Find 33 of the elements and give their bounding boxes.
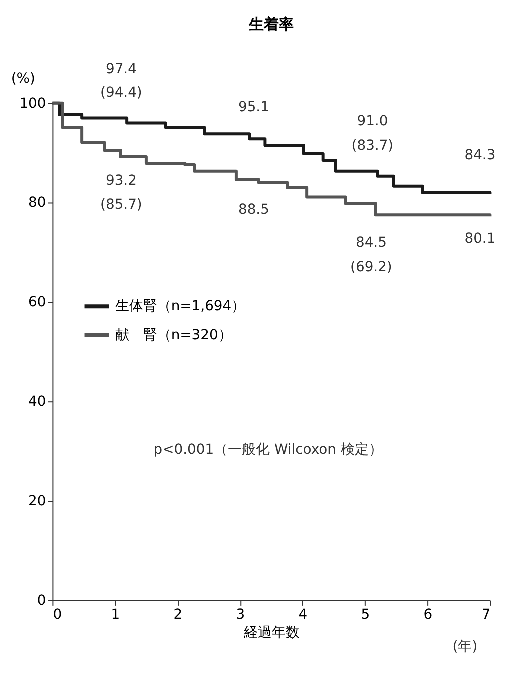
annotation: 93.2 — [106, 172, 137, 189]
chart-title: 生着率 — [248, 16, 294, 34]
x-tick-label: 1 — [111, 606, 120, 623]
y-tick-label: 0 — [37, 592, 46, 609]
annotation: p<0.001（一般化 Wilcoxon 検定） — [154, 442, 383, 458]
legend-label: 生体腎（n=1,694） — [115, 298, 246, 315]
x-tick-label: 5 — [361, 606, 370, 623]
annotation: (69.2) — [350, 259, 392, 276]
annotation: (83.7) — [352, 138, 394, 154]
text: 97.4 — [106, 61, 138, 78]
text: (94.4) — [100, 84, 142, 101]
x-tick-label: 2 — [174, 606, 183, 623]
annotation: 91.0 — [357, 114, 388, 130]
legend-label: 献 腎（n=320） — [115, 327, 232, 344]
annotation: (85.7) — [100, 197, 142, 214]
x-tick-label: 0 — [53, 606, 62, 623]
annotation: 84.5 — [356, 234, 387, 251]
annotation: 80.1 — [464, 231, 496, 248]
annotation: 95.1 — [238, 99, 270, 116]
annotation: 88.5 — [238, 202, 270, 218]
y-axis-title: (%) — [11, 70, 36, 87]
y-tick-label: 80 — [28, 195, 46, 212]
x-tick-label: 3 — [236, 606, 246, 623]
y-tick-label: 20 — [28, 494, 46, 510]
text: (年) — [452, 639, 478, 656]
x-tick-label: 4 — [298, 606, 308, 623]
x-axis-title: 経過年数 — [242, 624, 300, 641]
y-tick-label: 100 — [20, 96, 46, 112]
x-tick-label: 7 — [482, 606, 491, 623]
x-tick-label: 6 — [424, 606, 433, 623]
y-tick-label: 60 — [28, 294, 46, 311]
annotation: 84.3 — [464, 147, 496, 164]
y-tick-label: 40 — [28, 394, 46, 410]
